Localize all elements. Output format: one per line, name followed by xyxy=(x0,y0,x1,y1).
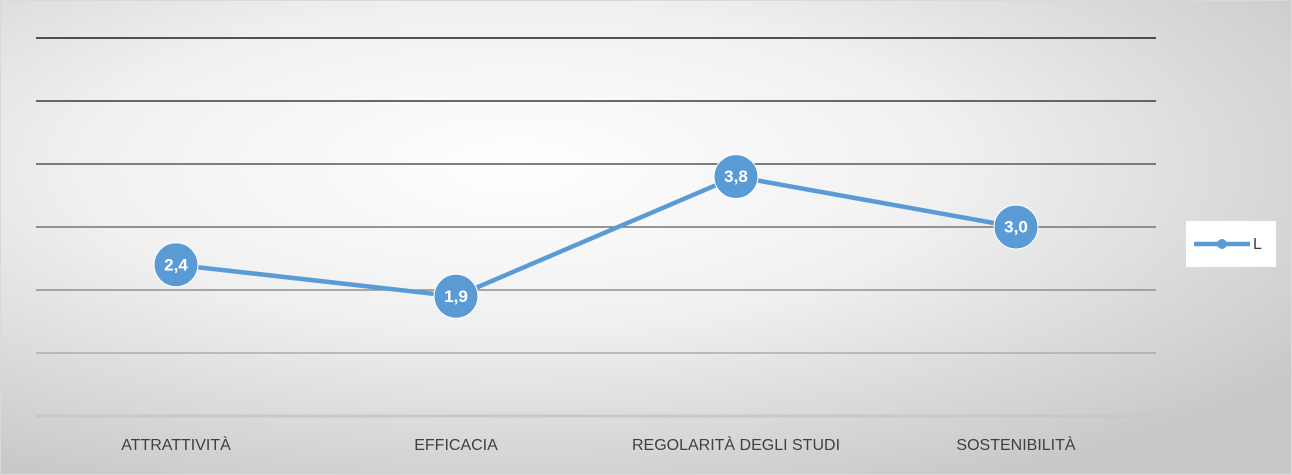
data-point xyxy=(993,204,1039,250)
data-label: 2,4 xyxy=(164,255,188,274)
legend-label: L xyxy=(1253,236,1262,253)
x-tick-label: SOSTENIBILITÀ xyxy=(956,435,1075,454)
data-point xyxy=(713,154,759,200)
data-point xyxy=(153,242,199,288)
data-label: 1,9 xyxy=(444,287,468,306)
x-tick-label: EFFICACIA xyxy=(414,437,498,454)
x-tick-label: ATTRATTIVITÀ xyxy=(121,435,231,454)
legend-marker xyxy=(1217,239,1227,249)
data-label: 3,0 xyxy=(1004,217,1028,236)
data-label: 3,8 xyxy=(724,167,748,186)
data-point xyxy=(433,273,479,319)
series-line xyxy=(175,174,1017,299)
x-tick-label: REGOLARITÀ DEGLI STUDI xyxy=(632,435,840,454)
